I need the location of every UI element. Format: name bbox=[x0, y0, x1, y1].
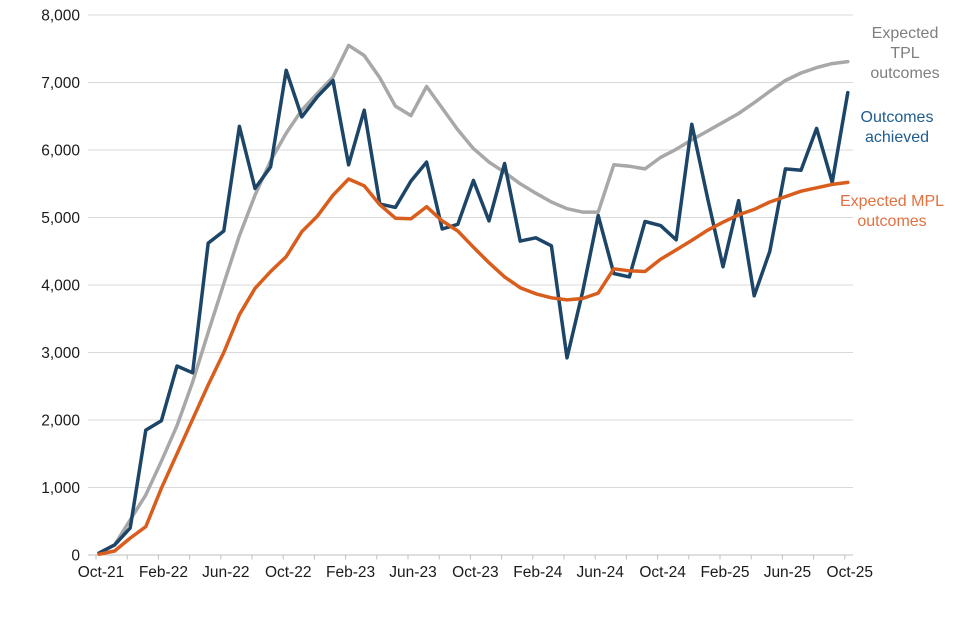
gridlines bbox=[88, 14, 853, 488]
y-tick-label: 3,000 bbox=[41, 345, 80, 362]
series-lines bbox=[97, 43, 850, 557]
x-tick-label: Oct-22 bbox=[265, 564, 312, 581]
y-axis-labels: 0 1,000 2,000 3,000 4,000 5,000 6,000 7,000 8,00… bbox=[41, 8, 80, 565]
series-line-expected-mpl-outcomes bbox=[97, 177, 850, 557]
x-tick-label: Oct-21 bbox=[78, 564, 125, 581]
y-tick-label: 8,000 bbox=[41, 8, 80, 25]
x-tick-label: Feb-24 bbox=[513, 564, 562, 581]
x-axis-line bbox=[88, 554, 853, 560]
x-tick-label: Jun-25 bbox=[764, 564, 811, 581]
x-tick-label: Oct-23 bbox=[452, 564, 499, 581]
x-tick-label: Oct-24 bbox=[639, 564, 686, 581]
legend-label-outcomes-achieved: Outcomes achieved bbox=[860, 109, 934, 146]
x-tick-label: Jun-24 bbox=[576, 564, 624, 581]
x-tick-label: Jun-23 bbox=[389, 564, 436, 581]
y-tick-label: 4,000 bbox=[41, 278, 80, 295]
y-tick-label: 5,000 bbox=[41, 210, 80, 227]
y-tick-label: 0 bbox=[71, 548, 80, 565]
x-tick-label: Jun-22 bbox=[202, 564, 249, 581]
series-line-expected-tpl-outcomes bbox=[97, 43, 850, 555]
legend-label-expected-mpl-outcomes: Expected MPL outcomes bbox=[839, 193, 945, 230]
y-tick-label: 6,000 bbox=[41, 143, 80, 160]
y-tick-label: 1,000 bbox=[41, 480, 80, 497]
y-tick-label: 2,000 bbox=[41, 413, 80, 430]
x-tick-label: Feb-22 bbox=[139, 564, 188, 581]
x-tick-label: Feb-23 bbox=[326, 564, 375, 581]
x-axis-labels: Oct-21 Feb-22 Jun-22 Oct-22 Feb-23 Jun-23 Oct-… bbox=[78, 564, 873, 581]
legend-label-expected-tpl-outcomes: Expected TPL outcomes bbox=[870, 25, 940, 82]
series-line-outcomes-achieved bbox=[97, 68, 850, 555]
x-tick-label: Feb-25 bbox=[700, 564, 749, 581]
y-tick-label: 7,000 bbox=[41, 75, 80, 92]
x-tick-label: Oct-25 bbox=[827, 564, 874, 581]
